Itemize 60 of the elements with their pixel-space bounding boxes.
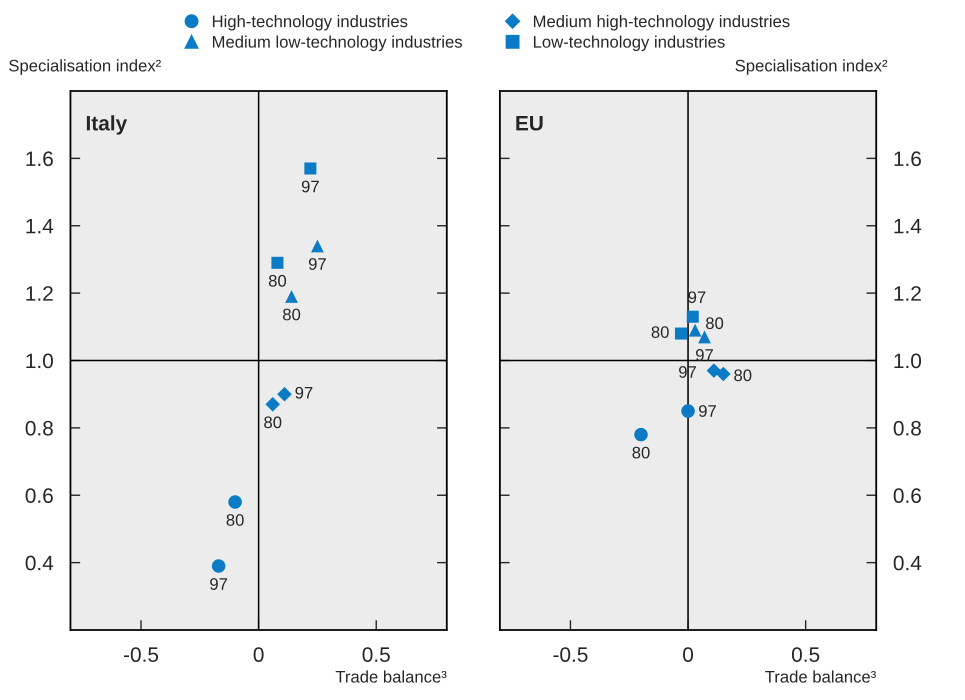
annotation: 97 bbox=[302, 180, 319, 192]
y-tick-label: 1.4 bbox=[26, 218, 54, 234]
x-axis-title: Trade balance³ bbox=[765, 670, 876, 683]
annotation: 80 bbox=[632, 446, 650, 459]
point bbox=[716, 366, 731, 382]
annotation: 80 bbox=[652, 326, 669, 338]
y-tick-label: 0.4 bbox=[26, 556, 54, 570]
x-tick-label: 0 bbox=[254, 647, 264, 662]
y-tick-label: 1.6 bbox=[26, 151, 53, 166]
y-tick-label: 1.4 bbox=[894, 218, 922, 234]
point bbox=[681, 404, 695, 418]
annotation: 80 bbox=[706, 317, 724, 330]
y-tick-label: 0.6 bbox=[26, 488, 53, 504]
y-tick-label: 0.8 bbox=[26, 420, 53, 436]
legend-label: Medium low-technology industries bbox=[212, 36, 462, 52]
annotation: 80 bbox=[264, 416, 282, 428]
text: Italy bbox=[86, 115, 128, 135]
y-tick-label: 1.2 bbox=[26, 286, 53, 301]
x-tick-label: -0.5 bbox=[553, 647, 588, 662]
y-tick-label: 0.6 bbox=[894, 488, 921, 504]
y-tick-label: 1.2 bbox=[894, 286, 921, 301]
y-axis-title: Specialisation index² bbox=[9, 59, 161, 75]
annotation: 97 bbox=[295, 386, 312, 399]
point bbox=[285, 290, 298, 303]
annotation: 80 bbox=[268, 274, 286, 287]
point bbox=[706, 363, 722, 378]
point bbox=[674, 328, 688, 340]
x-tick-label: 0 bbox=[683, 647, 694, 662]
annotation: 80 bbox=[226, 514, 244, 526]
x-tick-label: 0.5 bbox=[792, 647, 820, 662]
point bbox=[304, 162, 316, 174]
point bbox=[698, 330, 711, 344]
annotation: 97 bbox=[699, 405, 716, 417]
point bbox=[212, 559, 226, 573]
point bbox=[311, 240, 324, 252]
text: EU bbox=[516, 116, 543, 131]
annotation: 80 bbox=[283, 308, 300, 320]
legend-label: Medium high-technology industries bbox=[534, 15, 790, 31]
point bbox=[634, 428, 648, 442]
y-tick-label: 0.8 bbox=[894, 420, 921, 436]
x-axis-title: Trade balance³ bbox=[336, 670, 446, 683]
point bbox=[228, 495, 242, 509]
annotation: 97 bbox=[210, 578, 228, 590]
point bbox=[686, 310, 699, 323]
x-tick-label: 0.5 bbox=[362, 647, 390, 662]
y-axis-title: Specialisation index² bbox=[735, 59, 888, 75]
point bbox=[277, 386, 292, 402]
y-tick-label: 0.4 bbox=[894, 556, 922, 570]
annotation: 80 bbox=[734, 369, 752, 382]
point bbox=[265, 397, 280, 412]
annotation: 97 bbox=[696, 349, 713, 361]
legend-label: High-technology industries bbox=[212, 15, 408, 31]
y-tick-label: 1.6 bbox=[894, 151, 921, 166]
point bbox=[271, 256, 284, 269]
y-tick-label: 1.0 bbox=[894, 354, 922, 368]
annotation: 97 bbox=[308, 258, 326, 270]
point bbox=[688, 324, 702, 337]
legend-label: Low-technology industries bbox=[534, 36, 725, 52]
y-tick-label: 1.0 bbox=[26, 354, 53, 368]
x-tick-label: -0.5 bbox=[124, 647, 158, 662]
